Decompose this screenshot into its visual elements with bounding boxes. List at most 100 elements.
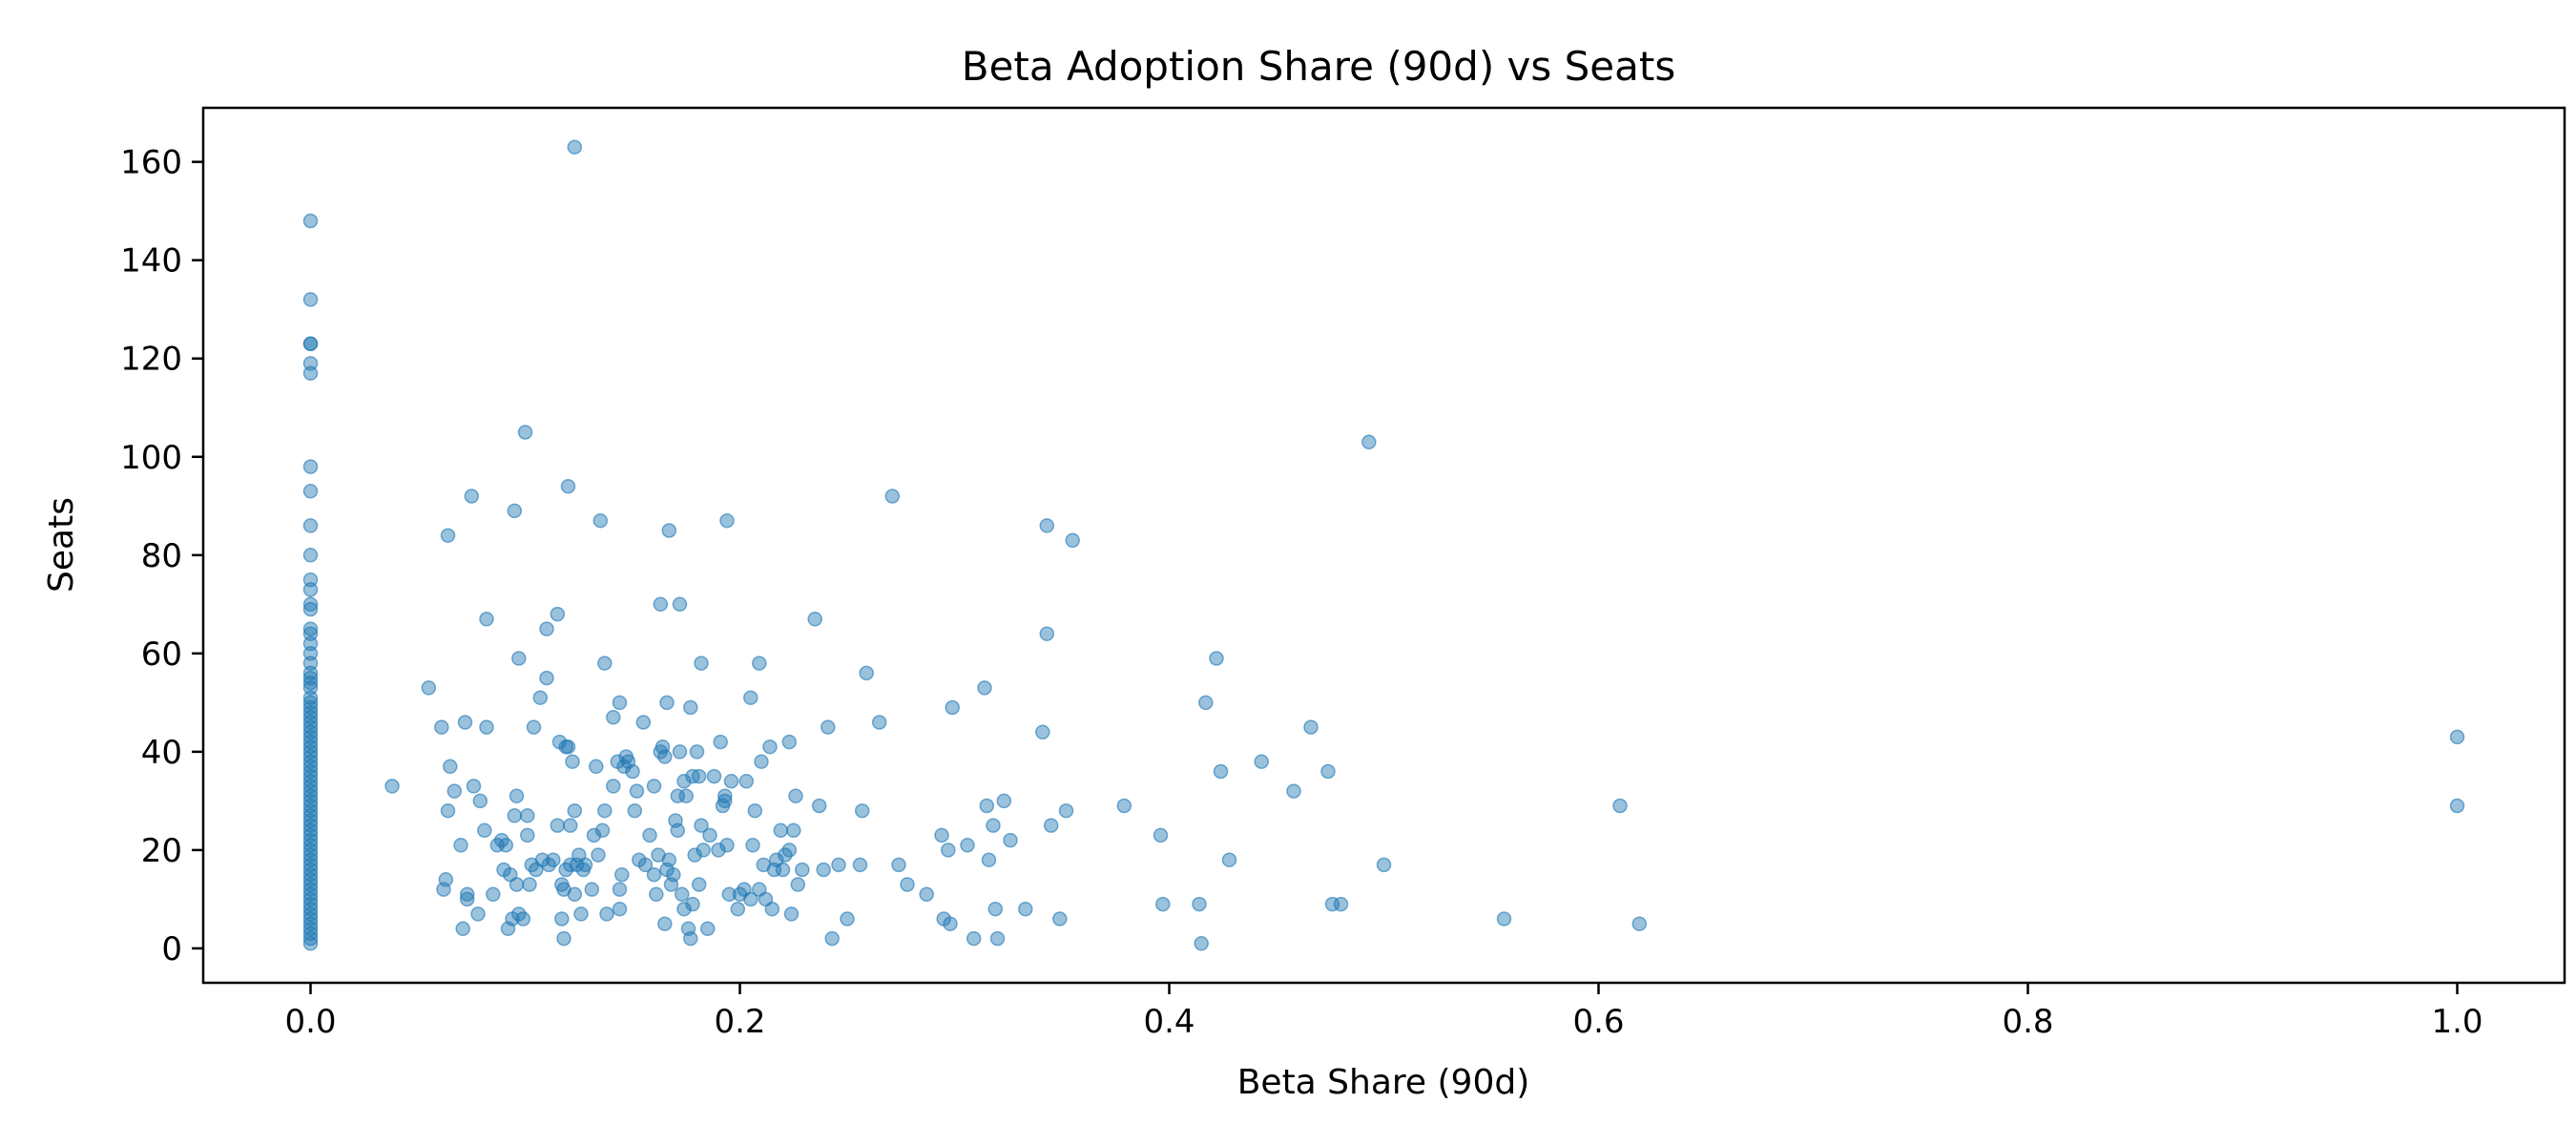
data-point xyxy=(747,802,763,819)
data-point xyxy=(960,838,975,853)
y-tick-label: 160 xyxy=(120,144,182,182)
data-point xyxy=(1303,719,1319,735)
data-point xyxy=(522,877,537,892)
data-point xyxy=(1333,896,1349,912)
data-point xyxy=(554,911,570,926)
data-point xyxy=(743,891,758,907)
data-point xyxy=(738,774,755,789)
data-point xyxy=(945,699,960,716)
data-point xyxy=(302,936,319,951)
data-point xyxy=(438,872,454,887)
data-point xyxy=(440,802,456,819)
data-point xyxy=(526,719,542,735)
data-point xyxy=(653,596,669,613)
data-point xyxy=(781,734,798,750)
data-point xyxy=(567,886,583,903)
data-point xyxy=(717,793,733,809)
data-point xyxy=(884,489,901,504)
data-point xyxy=(1320,763,1336,780)
data-point xyxy=(687,847,702,863)
data-point xyxy=(1039,518,1055,533)
data-point xyxy=(1018,901,1033,917)
data-point xyxy=(479,612,494,627)
y-tick-label: 20 xyxy=(141,832,182,870)
data-point xyxy=(723,774,739,789)
data-point xyxy=(900,877,915,892)
data-point xyxy=(459,886,475,903)
y-tick-label: 0 xyxy=(161,930,182,968)
data-point xyxy=(1213,763,1229,780)
data-point xyxy=(678,788,694,803)
data-point xyxy=(719,512,735,529)
data-point xyxy=(1194,936,1209,951)
data-point xyxy=(594,822,611,839)
data-point xyxy=(824,930,840,947)
data-point xyxy=(1065,532,1080,549)
data-point xyxy=(546,852,561,867)
x-tick-label: 0.4 xyxy=(1143,1003,1195,1041)
data-point xyxy=(966,930,982,947)
data-point xyxy=(550,818,566,833)
data-point xyxy=(807,612,822,627)
data-point xyxy=(666,866,681,883)
data-point xyxy=(706,768,722,784)
data-point xyxy=(981,852,997,867)
data-point xyxy=(560,478,576,494)
data-point xyxy=(702,827,717,843)
data-point xyxy=(597,802,613,819)
data-point xyxy=(479,719,494,735)
data-point xyxy=(941,843,956,858)
data-point xyxy=(563,818,578,833)
data-point xyxy=(470,906,486,922)
data-point xyxy=(302,675,319,691)
data-point xyxy=(302,518,319,533)
data-point xyxy=(507,808,523,823)
data-point xyxy=(453,838,468,853)
data-point xyxy=(509,877,525,892)
data-point xyxy=(672,744,688,760)
data-point xyxy=(661,852,677,867)
data-point xyxy=(597,656,613,671)
data-point xyxy=(447,783,463,799)
data-point xyxy=(509,788,525,803)
data-point xyxy=(589,759,604,775)
data-point xyxy=(689,744,705,760)
data-point xyxy=(683,699,698,716)
data-point xyxy=(685,896,700,912)
data-point xyxy=(302,365,319,381)
data-point xyxy=(302,930,319,947)
data-point xyxy=(612,882,628,897)
data-point xyxy=(486,886,501,903)
data-point xyxy=(1003,832,1018,848)
data-point xyxy=(539,621,554,636)
data-point xyxy=(694,656,709,671)
data-point xyxy=(440,528,456,543)
x-tick-label: 0.8 xyxy=(2002,1003,2053,1041)
data-point xyxy=(775,862,791,878)
data-point xyxy=(384,779,400,794)
data-point xyxy=(443,759,458,775)
data-point xyxy=(646,866,662,883)
data-point xyxy=(699,921,716,937)
data-point xyxy=(421,680,437,696)
data-point xyxy=(1052,911,1068,926)
data-point xyxy=(795,862,810,878)
data-point xyxy=(586,827,602,843)
data-point xyxy=(754,754,769,769)
data-point xyxy=(302,459,319,474)
y-axis: 0 20 40 60 80 100 120 140 160 xyxy=(120,144,203,968)
data-point xyxy=(852,857,868,873)
data-point xyxy=(773,822,789,839)
data-point xyxy=(1612,798,1628,814)
data-point xyxy=(612,901,628,917)
data-point xyxy=(696,843,711,858)
data-point xyxy=(627,802,643,819)
data-point xyxy=(560,739,576,755)
data-point xyxy=(717,788,733,803)
data-point xyxy=(649,886,664,903)
data-point xyxy=(302,601,319,617)
data-point xyxy=(811,798,827,814)
data-point xyxy=(721,886,737,903)
data-point xyxy=(464,489,480,504)
data-point xyxy=(515,911,531,926)
